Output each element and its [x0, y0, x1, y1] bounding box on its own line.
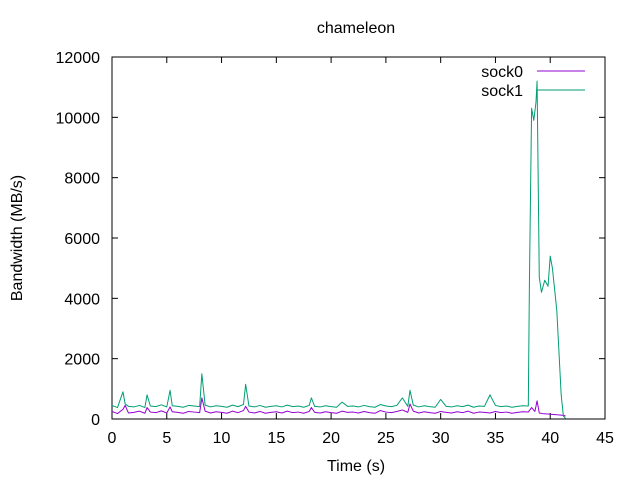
x-tick-label: 0	[108, 430, 117, 447]
y-tick-label: 10000	[56, 110, 101, 127]
x-tick-label: 35	[487, 430, 505, 447]
series-lines	[111, 80, 566, 419]
y-tick-label: 0	[91, 412, 100, 429]
x-axis: 0 5 10 15 20 25 30 35 40 45	[108, 57, 614, 447]
series-line-sock1	[111, 80, 566, 419]
x-tick-label: 5	[162, 430, 171, 447]
series-line-sock0	[111, 397, 566, 417]
legend-label-sock0: sock0	[481, 64, 523, 81]
plot-frame	[111, 56, 606, 420]
y-tick-label: 8000	[64, 171, 100, 188]
x-tick-label: 30	[432, 430, 450, 447]
y-tick-label: 12000	[56, 50, 101, 67]
x-tick-label: 15	[267, 430, 285, 447]
y-tick-label: 4000	[64, 291, 100, 308]
y-tick-label: 6000	[64, 231, 100, 248]
x-tick-label: 25	[377, 430, 395, 447]
x-tick-label: 20	[322, 430, 340, 447]
legend-label-sock1: sock1	[481, 83, 523, 100]
y-axis: 0 2000 4000 6000 8000 10000 12000	[56, 50, 605, 429]
x-axis-label: Time (s)	[327, 458, 385, 475]
y-axis-label: Bandwidth (MB/s)	[9, 175, 26, 301]
x-tick-label: 40	[541, 430, 559, 447]
y-tick-label: 2000	[64, 352, 100, 369]
legend: sock0 sock1	[481, 64, 585, 100]
x-tick-label: 45	[596, 430, 614, 447]
x-tick-label: 10	[213, 430, 231, 447]
chart-title: chameleon	[317, 20, 395, 37]
